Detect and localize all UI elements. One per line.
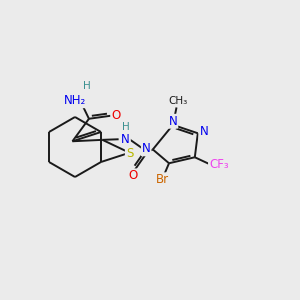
Text: N: N: [200, 125, 208, 138]
Text: O: O: [129, 169, 138, 182]
Text: H: H: [122, 122, 129, 132]
Text: S: S: [126, 147, 133, 160]
Text: N: N: [142, 142, 151, 155]
Text: CH₃: CH₃: [168, 96, 188, 106]
Text: NH₂: NH₂: [64, 94, 86, 107]
Text: O: O: [111, 109, 121, 122]
Text: CF₃: CF₃: [209, 158, 229, 171]
Text: N: N: [169, 115, 177, 128]
Text: H: H: [83, 81, 91, 91]
Text: Br: Br: [156, 173, 169, 186]
Text: N: N: [121, 133, 130, 146]
